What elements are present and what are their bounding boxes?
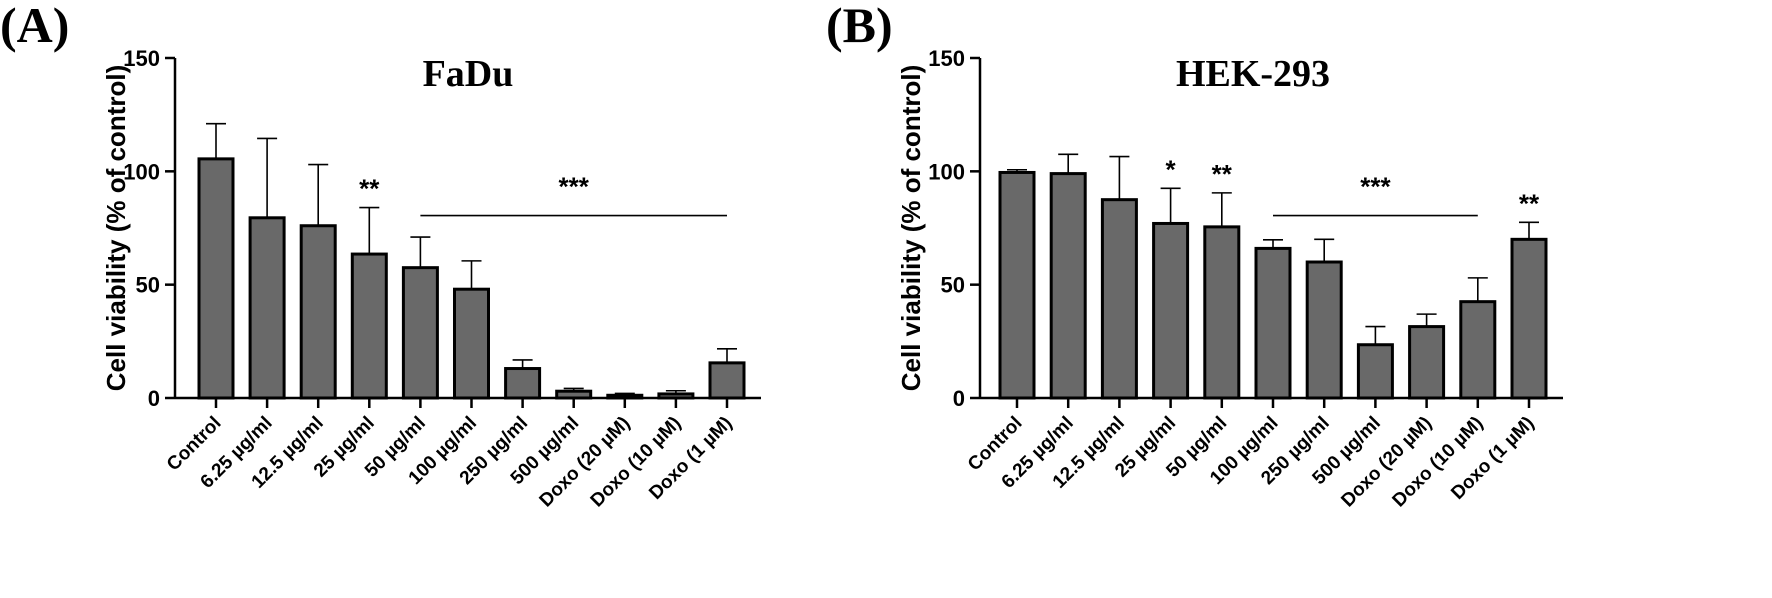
chart-title: FaDu [423, 53, 514, 95]
bar [606, 393, 644, 400]
x-tick-label: Doxo (20 µM) [1337, 413, 1436, 512]
significance-label: * [1166, 154, 1177, 184]
bar [401, 266, 439, 400]
y-tick-label: 0 [148, 386, 160, 411]
y-axis-label: Cell viability (% of control) [101, 65, 131, 391]
bar [1510, 237, 1548, 400]
y-tick-label: 100 [123, 159, 160, 184]
bar [299, 224, 337, 400]
significance-label: *** [1360, 172, 1391, 202]
bar [197, 157, 235, 400]
panel-letter: (A) [0, 0, 69, 53]
significance-label: ** [1519, 188, 1540, 218]
bar [1408, 325, 1446, 400]
y-tick-label: 50 [941, 273, 965, 298]
bar [555, 389, 593, 400]
panel-a: (A) FaDu Cell viability (% of control) 0… [0, 0, 761, 511]
y-tick-label: 50 [136, 273, 160, 298]
y-tick-label: 150 [123, 46, 160, 71]
significance-label: ** [359, 174, 380, 204]
bar [1100, 198, 1138, 400]
y-tick-label: 100 [928, 159, 965, 184]
bar [248, 216, 286, 400]
bar [1305, 260, 1343, 400]
bar [453, 287, 490, 400]
significance-label: ** [1212, 159, 1233, 189]
bar [1254, 246, 1292, 400]
y-axis-label: Cell viability (% of control) [896, 65, 926, 391]
bar [1049, 172, 1087, 400]
bar [504, 367, 542, 400]
bar [1459, 300, 1497, 400]
bar [657, 392, 695, 400]
bar [998, 170, 1036, 400]
bar [1203, 225, 1241, 400]
y-tick-label: 0 [953, 386, 965, 411]
x-tick-label: Doxo (10 µM) [1389, 413, 1488, 512]
panel-b: (B) HEK-293 Cell viability (% of control… [826, 0, 1563, 511]
x-tick-label: Doxo (10 µM) [587, 413, 686, 512]
y-tick-label: 150 [928, 46, 965, 71]
panel-letter: (B) [826, 0, 893, 53]
bar [350, 252, 388, 400]
significance-label: *** [559, 172, 590, 202]
bar [1356, 343, 1394, 400]
x-tick-label: Doxo (20 µM) [536, 413, 635, 512]
chart-title: HEK-293 [1176, 53, 1330, 95]
bar [708, 361, 746, 400]
bar [1152, 221, 1190, 400]
